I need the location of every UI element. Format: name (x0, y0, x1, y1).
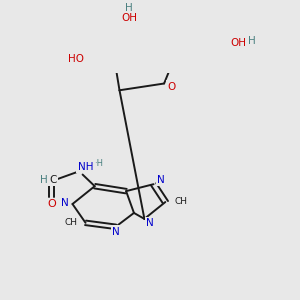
Text: H: H (248, 36, 256, 46)
Text: OH: OH (230, 38, 246, 48)
Text: HO: HO (68, 54, 84, 64)
Text: C: C (49, 175, 57, 185)
Text: N: N (157, 175, 165, 185)
Text: H: H (40, 175, 47, 185)
Text: N: N (61, 198, 68, 208)
Text: O: O (167, 82, 175, 92)
Text: H: H (125, 3, 133, 13)
Text: N: N (146, 218, 154, 228)
Text: OH: OH (121, 13, 137, 23)
Text: O: O (47, 199, 56, 209)
Text: ·H: ·H (94, 159, 103, 168)
Text: CH: CH (64, 218, 77, 227)
Text: NH: NH (78, 162, 93, 172)
Text: CH: CH (174, 197, 187, 206)
Text: N: N (112, 227, 120, 237)
